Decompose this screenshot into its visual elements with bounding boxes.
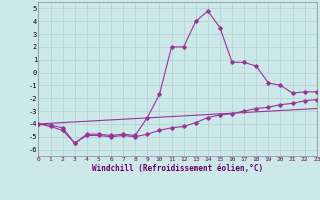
X-axis label: Windchill (Refroidissement éolien,°C): Windchill (Refroidissement éolien,°C) bbox=[92, 164, 263, 173]
